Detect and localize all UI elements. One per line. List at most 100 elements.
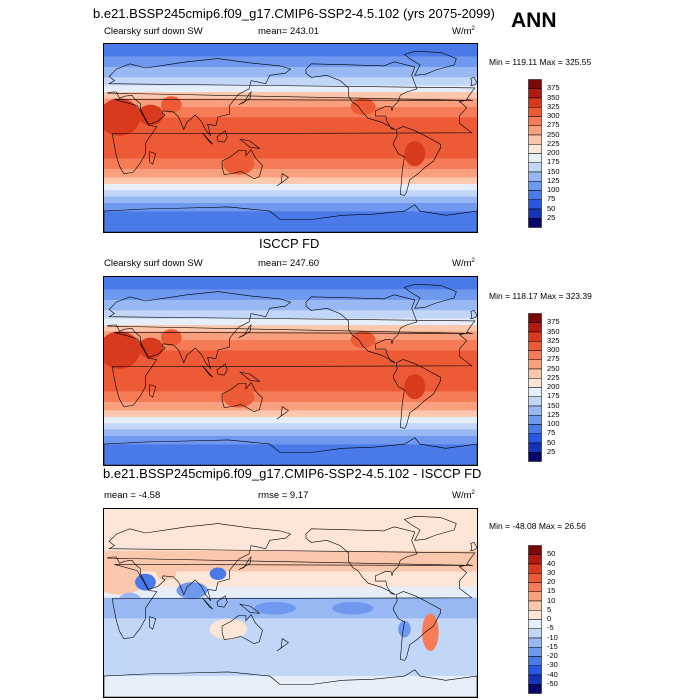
field-feature [117,592,143,614]
colorbar-swatch [528,88,542,99]
colorbar-tick-label: 125 [547,409,560,419]
field-band [104,158,477,170]
coastline-nz [276,405,289,420]
colorbar-swatch [528,125,542,136]
coastline-africa [111,99,473,174]
colorbar-swatch [528,674,542,685]
colorbar-swatch [528,171,542,182]
colorbar-tick-label: -40 [547,669,558,679]
panel1-colorbar: 375 350 325 300 275 250 225 200 175 150 125 100 75 50… [528,79,578,228]
field-band [104,509,477,532]
coastline-greenland [403,515,457,541]
colorbar-tick-label: 50 [547,203,556,213]
field-feature [404,141,426,167]
panel1-minmax: Min = 119.11 Max = 325.55 [489,57,592,67]
colorbar-swatch [528,591,542,602]
field-band [104,98,477,107]
coastline-madagascar [149,384,157,398]
season-label: ANN [511,9,557,32]
field-band [104,339,477,351]
colorbar-tick-label: 375 [547,317,560,327]
colorbar-swatch [528,387,542,397]
colorbar-tick-label: 250 [547,129,560,139]
field-band [104,550,477,572]
panel2-title: ISCCP FD [259,236,320,251]
field-band [104,402,477,411]
colorbar-swatch [528,97,542,108]
coastline-europe_asia [107,58,476,137]
colorbar-tick-label: 350 [547,326,560,336]
colorbar-swatch [528,582,542,592]
field-feature [209,618,247,640]
colorbar-swatch [528,637,542,648]
coastline-nz [276,637,289,652]
colorbar-tick-label: 125 [547,175,560,185]
colorbar-tick-label: 25 [547,212,556,222]
colorbar-tick-label: 275 [547,120,560,130]
coastline-greenland [403,50,457,76]
colorbar-tick-label: 150 [547,166,560,176]
colorbar-tick-label: 225 [547,372,560,382]
panel2-mean: mean= 247.60 [258,258,320,269]
field-band [104,429,477,436]
colorbar-tick-label: 50 [547,549,556,559]
coastline-indonesia1 [202,365,214,378]
field-band [104,169,477,178]
colorbar-swatch [528,573,542,583]
colorbar-tick-label: 100 [547,419,560,428]
colorbar-tick-label: 375 [547,83,560,93]
field-band [104,391,477,403]
field-band [104,44,477,57]
colorbar-tick-label: 225 [547,138,560,148]
field-feature [155,563,177,581]
colorbar-tick-label: 200 [547,148,560,157]
field-band [104,416,477,424]
field-feature [209,567,227,581]
colorbar-swatch [528,331,542,342]
field-band [104,66,477,78]
coastline-namerica [305,294,418,363]
coastline-australia [221,381,263,413]
colorbar-swatch [528,313,542,323]
colorbar-swatch [528,545,542,555]
field-band [104,289,477,300]
field-feature [138,337,164,359]
field-band [104,106,477,118]
coastline-borneo [216,363,228,376]
colorbar-swatch [528,341,542,351]
colorbar-tick-label: 40 [547,558,556,568]
colorbar-tick-label: 200 [547,382,560,391]
coastline-australia [221,613,263,645]
field-band [104,56,477,67]
colorbar-tick-label: 5 [547,604,552,614]
field-feature [176,582,208,599]
colorbar-tick-label: 350 [547,92,560,102]
panel1-units: W/m2 [452,26,475,38]
colorbar-swatch [528,452,542,462]
panel1-variable: Clearsky surf down SW [104,26,203,37]
coastline-japan [238,91,252,105]
colorbar-swatch [528,442,542,453]
field-feature [104,565,146,595]
panel1-map [103,43,478,233]
panel3-minmax: Min = -48.08 Max = 26.56 [489,521,586,531]
field-band [104,211,477,232]
field-band [104,587,477,598]
colorbar-tick-label: -5 [547,623,554,633]
colorbar-swatch [528,424,542,434]
field-feature [135,573,156,591]
panel3-mean: mean = -4.58 [104,490,161,501]
colorbar-tick-label: 10 [547,595,556,605]
field-band [104,92,477,99]
coastline-samerica [392,126,442,196]
panel3-map [103,508,478,698]
field-feature [223,153,255,175]
colorbar-swatch [528,144,542,154]
colorbar-swatch [528,563,542,574]
panel1-mean: mean= 243.01 [258,26,320,37]
colorbar-tick-label: -20 [547,651,558,660]
colorbar-swatch [528,350,542,360]
coastline-madagascar [149,616,157,630]
colorbar-swatch [528,208,542,219]
coastline-europe_asia [107,291,476,370]
